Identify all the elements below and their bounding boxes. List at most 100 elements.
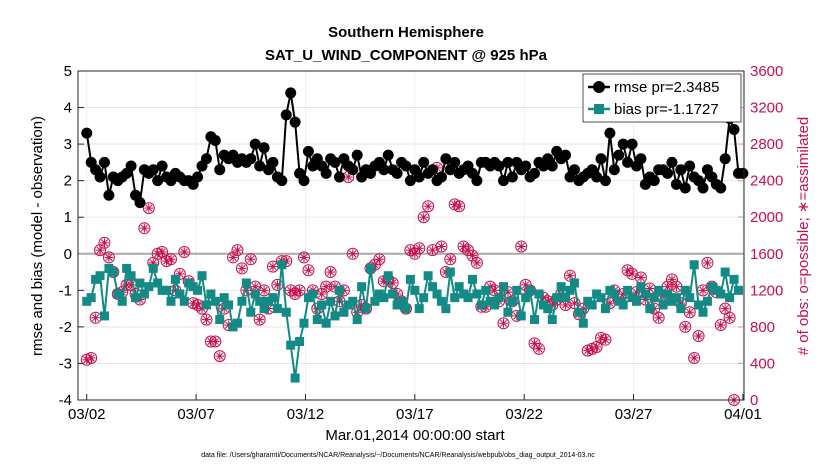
bias-point (126, 271, 136, 281)
possible-obs-point (701, 256, 714, 269)
rmse-point (684, 160, 696, 172)
possible-obs-point (422, 200, 435, 213)
bias-point (277, 260, 287, 270)
rmse-point (737, 167, 749, 179)
plot-area (78, 71, 744, 400)
bias-point (454, 282, 464, 292)
possible-obs-point (324, 266, 337, 279)
possible-obs-point (178, 245, 191, 258)
rmse-point (351, 149, 363, 161)
rmse-point (378, 164, 390, 176)
x-axis-ticks: 03/02 03/07 03/12 03/17 03/22 03/27 04/01 (68, 406, 762, 423)
bias-point (543, 304, 553, 314)
rmse-point (622, 156, 634, 168)
rmse-point (209, 134, 221, 146)
rmse-point (276, 175, 288, 187)
possible-obs-point (164, 253, 177, 266)
assimilated-obs-point (166, 254, 176, 264)
assimilated-obs-point (139, 223, 149, 233)
assimilated-obs-point (423, 201, 433, 211)
bias-point (490, 300, 500, 310)
possible-obs-point (346, 247, 359, 260)
bias-point (312, 315, 322, 325)
bias-point (201, 300, 211, 310)
y-tick-label-left: -3 (59, 355, 72, 372)
bias-point (219, 293, 229, 303)
legend: rmse pr=2.3485 bias pr=-1.1727 (582, 73, 742, 123)
bias-point (197, 271, 207, 281)
assimilated-obs-point (725, 313, 735, 323)
bias-point (388, 289, 398, 299)
y-tick-label-right: 3200 (750, 100, 783, 117)
bias-point (680, 285, 690, 295)
possible-obs-point (435, 240, 448, 253)
assimilated-obs-point (290, 289, 300, 299)
assimilated-obs-point (680, 322, 690, 332)
rmse-point (156, 160, 168, 172)
y-tick-label-right: 2800 (750, 136, 783, 153)
rmse-point (400, 160, 412, 172)
bias-point (498, 282, 508, 292)
bias-point (232, 318, 242, 328)
x-tick-label: 04/01 (724, 406, 762, 423)
bias-point (99, 311, 109, 321)
rmse-point (568, 164, 580, 176)
bias-point (135, 278, 145, 288)
bias-point (445, 267, 455, 277)
assimilated-obs-point (321, 282, 331, 292)
possible-obs-point (457, 240, 470, 253)
assimilated-obs-point (215, 351, 225, 361)
assimilated-obs-point (467, 251, 477, 261)
bias-point (193, 285, 203, 295)
rmse-point (329, 156, 341, 168)
chart-title: Southern Hemisphere (328, 24, 484, 41)
assimilated-obs-point (428, 245, 438, 255)
assimilated-obs-point (592, 342, 602, 352)
y-tick-label-left: 4 (64, 100, 72, 117)
assimilated-obs-point (698, 285, 708, 295)
possible-obs-point (289, 287, 302, 300)
possible-obs-point (665, 273, 678, 286)
legend-box (582, 73, 742, 123)
assimilated-obs-point (157, 247, 167, 257)
bias-point (206, 289, 216, 299)
y-tick-label-left: -2 (59, 319, 72, 336)
bias-point (476, 300, 486, 310)
possible-obs-point (235, 262, 248, 275)
possible-obs-point (497, 317, 510, 330)
bias-point (86, 293, 96, 303)
rmse-point (200, 153, 212, 165)
assimilated-obs-point (237, 263, 247, 273)
assimilated-obs-point (445, 254, 455, 264)
assimilated-obs-point (210, 337, 220, 347)
possible-obs-point (297, 251, 310, 264)
bias-point (286, 340, 296, 350)
bias-point (600, 304, 610, 314)
bias-point (676, 304, 686, 314)
assimilated-obs-point (702, 258, 712, 268)
legend-rmse-label: rmse pr=2.3485 (614, 79, 719, 96)
bias-point (166, 296, 176, 306)
rmse-point (134, 197, 146, 209)
bias-point (725, 293, 735, 303)
bias-point (131, 293, 141, 303)
assimilated-obs-point (419, 212, 429, 222)
possible-obs-point (302, 264, 315, 277)
bias-point (649, 293, 659, 303)
bias-point (521, 293, 531, 303)
bias-point (658, 300, 668, 310)
rmse-point (418, 156, 430, 168)
bias-point (148, 263, 158, 273)
x-tick-label: 03/27 (615, 406, 653, 423)
possible-obs-point (231, 244, 244, 257)
plot-frame (77, 70, 745, 401)
rmse-point (333, 171, 345, 183)
assimilated-obs-point (317, 289, 327, 299)
bias-point (215, 315, 225, 325)
y-tick-label-right: 2000 (750, 209, 783, 226)
bias-point (117, 296, 127, 306)
bias-point (685, 293, 695, 303)
rmse-point (502, 156, 514, 168)
assimilated-obs-point (405, 245, 415, 255)
assimilated-obs-point (303, 265, 313, 275)
